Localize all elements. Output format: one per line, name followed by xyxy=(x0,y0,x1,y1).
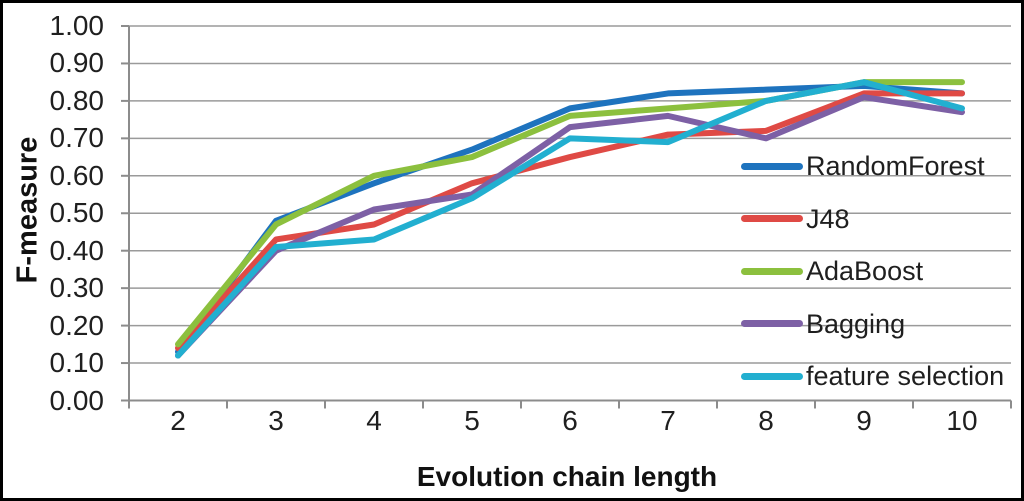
y-axis-title: F-measure xyxy=(11,136,44,284)
y-axis-tick-label: 0.90 xyxy=(49,47,105,79)
x-axis-tick-label: 7 xyxy=(660,405,676,436)
series-line-feature-selection xyxy=(175,79,965,359)
x-axis-tick-label: 4 xyxy=(366,405,382,436)
x-axis-tick-label: 3 xyxy=(268,405,284,436)
y-axis-tick-label: 0.30 xyxy=(49,272,105,304)
y-axis-tick-label: 0.70 xyxy=(49,122,105,154)
y-axis-tick-label: 0.10 xyxy=(49,347,105,379)
y-axis-tick-label: 0.80 xyxy=(49,84,105,116)
y-axis-tick-label: 0.40 xyxy=(49,234,105,266)
y-axis-tick-label: 0.50 xyxy=(49,197,105,229)
y-axis-tick-label: 0.00 xyxy=(49,384,105,416)
x-axis-tick-label: 10 xyxy=(946,405,978,436)
y-axis-tick-label: 0.20 xyxy=(49,309,105,341)
series-line-bagging xyxy=(175,94,965,359)
x-axis-tick-label: 5 xyxy=(464,405,480,436)
plot-area xyxy=(121,25,1012,409)
series-line-j48 xyxy=(175,90,965,352)
x-axis-title: Evolution chain length xyxy=(416,461,718,492)
x-axis-tick-label: 9 xyxy=(856,405,872,436)
y-axis-tick-label: 0.60 xyxy=(49,159,105,191)
y-axis-tick-label: 1.00 xyxy=(49,10,105,41)
x-axis-tick-label: 6 xyxy=(562,405,578,436)
x-axis-tick-label: 8 xyxy=(758,405,774,436)
x-axis-tick-label: 2 xyxy=(170,405,186,436)
